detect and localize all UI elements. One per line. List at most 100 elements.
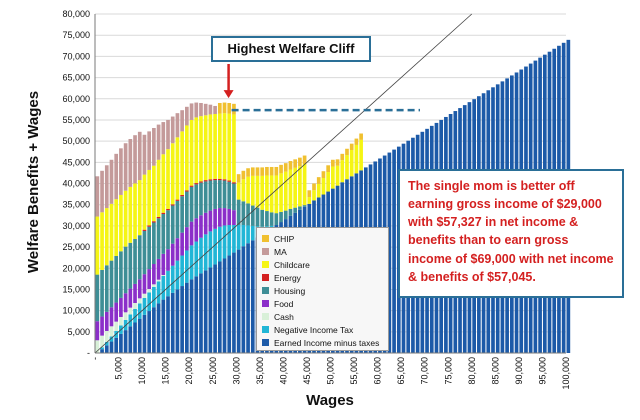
bar-segment — [147, 226, 152, 270]
bar-segment — [185, 191, 189, 228]
bar-segment — [156, 279, 161, 282]
bar-segment — [213, 264, 217, 353]
bar-segment — [283, 163, 288, 172]
bar-segment — [227, 113, 232, 181]
bar-segment — [147, 289, 152, 293]
callout-text: The single mom is better off earning gro… — [398, 169, 624, 298]
bar-segment — [359, 133, 363, 140]
bar-segment — [161, 154, 166, 213]
bar-segment — [166, 270, 170, 297]
bar-segment — [137, 180, 142, 236]
bar-segment — [156, 281, 161, 304]
bar-segment — [293, 159, 298, 168]
bar-segment — [161, 253, 166, 276]
bar-segment — [109, 336, 114, 342]
bar-segment — [208, 267, 213, 353]
bar-segment — [236, 249, 241, 353]
bar-segment — [236, 225, 241, 250]
bar-segment — [114, 321, 119, 331]
bar-segment — [283, 210, 288, 220]
bar-segment — [142, 174, 147, 230]
bar-segment — [161, 275, 166, 300]
bar-segment — [104, 311, 109, 331]
bar-segment — [95, 274, 100, 322]
bar-segment — [203, 180, 208, 182]
bar-segment — [114, 153, 119, 200]
bar-segment — [222, 258, 227, 353]
legend-item: Earned Income minus taxes — [262, 336, 383, 349]
bar-segment — [152, 221, 156, 223]
y-tick-label: 30,000 — [62, 221, 90, 231]
bar-segment — [203, 103, 208, 116]
bar-segment — [180, 194, 184, 197]
bar-segment — [175, 238, 180, 261]
bar-segment — [217, 102, 222, 114]
bar-segment — [100, 349, 104, 353]
bar-segment — [345, 148, 349, 156]
bar-segment — [100, 335, 104, 348]
bar-segment — [175, 260, 180, 290]
bar-segment — [109, 307, 114, 327]
bar-segment — [241, 170, 246, 180]
bar-segment — [208, 114, 213, 180]
legend-swatch — [262, 274, 269, 281]
bar-segment — [128, 139, 133, 187]
bar-segment — [349, 143, 354, 151]
bar-segment — [180, 232, 184, 256]
bar-segment — [194, 183, 199, 185]
bar-segment — [250, 175, 255, 206]
y-tick-label: - — [87, 348, 90, 358]
bar-segment — [104, 265, 109, 312]
bar-segment — [175, 289, 180, 353]
bar-segment — [170, 204, 175, 206]
bar-segment — [241, 179, 246, 202]
x-tick-label: 65,000 — [396, 357, 406, 385]
bar-segment — [213, 114, 217, 179]
bar-segment — [255, 175, 260, 208]
bar-segment — [293, 207, 298, 213]
legend-swatch — [262, 248, 269, 255]
bar-segment — [147, 169, 152, 226]
bar-segment — [170, 143, 175, 205]
bar-segment — [104, 165, 109, 209]
bar-segment — [109, 260, 114, 308]
bar-segment — [208, 104, 213, 115]
reference-line — [94, 13, 473, 354]
legend: CHIP MA Childcare Energy Housing Food Cash Nega… — [256, 227, 389, 351]
bar-segment — [142, 134, 147, 175]
legend-label: MA — [274, 246, 287, 257]
bar-segment — [255, 167, 260, 176]
legend-item: Housing — [262, 284, 383, 297]
bar-segment — [180, 286, 184, 353]
x-tick-label: 100,000 — [561, 357, 571, 390]
x-tick-label: 5,000 — [114, 357, 124, 380]
bar-segment — [213, 228, 217, 265]
bar-segment — [217, 180, 222, 209]
bar-segment — [142, 297, 147, 315]
bar-segment — [175, 200, 180, 239]
bar-segment — [298, 166, 302, 207]
legend-swatch — [262, 313, 269, 320]
bar-segment — [123, 330, 128, 353]
y-tick-label: 50,000 — [62, 136, 90, 146]
bar-segment — [213, 180, 217, 209]
bar-segment — [104, 341, 109, 346]
bar-segment — [152, 284, 156, 287]
bar-segment — [119, 333, 123, 353]
bar-segment — [156, 216, 161, 219]
x-tick-label: 60,000 — [373, 357, 383, 385]
bar-segment — [326, 172, 330, 192]
bar-segment — [260, 167, 265, 176]
bar-segment — [109, 203, 114, 261]
y-tick-label: 65,000 — [62, 73, 90, 83]
bar-segment — [166, 208, 170, 211]
bar-segment — [142, 293, 147, 298]
bar-segment — [340, 153, 345, 161]
bar-segment — [326, 165, 330, 173]
bar-segment — [180, 131, 184, 195]
x-tick-label: 55,000 — [349, 357, 359, 385]
bar-segment — [345, 155, 349, 180]
legend-label: Childcare — [274, 259, 310, 270]
bar-segment — [152, 222, 156, 265]
legend-label: Cash — [274, 311, 294, 322]
